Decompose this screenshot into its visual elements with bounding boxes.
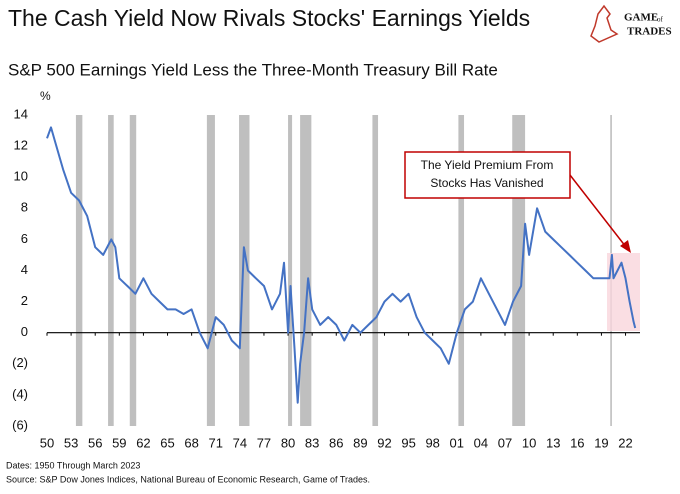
y-tick-label: (2) (12, 355, 28, 370)
x-tick-label: 16 (570, 435, 584, 450)
recession-bar (458, 115, 465, 426)
x-tick-label: 83 (305, 435, 319, 450)
x-tick-label: 80 (281, 435, 295, 450)
chart-subtitle: S&P 500 Earnings Yield Less the Three-Mo… (8, 60, 498, 79)
logo-icon (590, 4, 619, 43)
x-tick-label: 74 (233, 435, 247, 450)
x-tick-label: 13 (546, 435, 560, 450)
y-tick-label: (6) (12, 417, 28, 432)
x-tick-label: 19 (594, 435, 608, 450)
x-tick-label: 65 (160, 435, 174, 450)
y-tick-label: 10 (14, 169, 28, 184)
y-tick-label: 2 (21, 293, 28, 308)
x-tick-label: 89 (353, 435, 367, 450)
recession-bar (239, 115, 250, 426)
x-tick-label: 07 (498, 435, 512, 450)
x-tick-label: 59 (112, 435, 126, 450)
annotation-arrow (569, 174, 627, 248)
y-tick-label: 4 (21, 262, 28, 277)
arrow-head (620, 240, 631, 253)
x-tick-label: 56 (88, 435, 102, 450)
logo-text: TRADES (627, 26, 672, 38)
y-tick-label: (4) (12, 386, 28, 401)
data-line (46, 126, 637, 404)
footnote: Dates: 1950 Through March 2023 (6, 460, 140, 470)
logo-text: of (657, 16, 664, 24)
x-tick-label: 86 (329, 435, 343, 450)
recession-bar (288, 115, 293, 426)
x-tick-label: 68 (184, 435, 198, 450)
x-tick-label: 04 (474, 435, 488, 450)
recession-bar (372, 115, 379, 426)
recession-bar (129, 115, 137, 426)
y-tick-label: 0 (21, 324, 28, 339)
annotation-text: Stocks Has Vanished (430, 176, 543, 190)
x-tick-label: 62 (136, 435, 150, 450)
logo: GAME of TRADES (590, 4, 672, 43)
x-tick-label: 92 (377, 435, 391, 450)
logo-text: GAME (624, 12, 658, 24)
recession-bar (206, 115, 215, 426)
x-tick-label: 10 (522, 435, 536, 450)
x-tick-label: 22 (618, 435, 632, 450)
x-tick-label: 71 (209, 435, 223, 450)
recession-bar (75, 115, 83, 426)
y-tick-label: 6 (21, 231, 28, 246)
chart-title: The Cash Yield Now Rivals Stocks' Earnin… (8, 5, 530, 31)
x-tick-label: 77 (257, 435, 271, 450)
y-tick-label: 14 (14, 106, 28, 121)
footnote: Source: S&P Dow Jones Indices, National … (6, 474, 370, 484)
y-unit: % (40, 89, 51, 103)
y-tick-label: 12 (14, 138, 28, 153)
lines (46, 126, 640, 404)
recession-bar (108, 115, 114, 426)
recession-bar (300, 115, 312, 426)
x-tick-label: 50 (40, 435, 54, 450)
x-tick-label: 01 (450, 435, 464, 450)
x-tick-label: 53 (64, 435, 78, 450)
annotation-text: The Yield Premium From (421, 158, 554, 172)
x-tick-label: 98 (425, 435, 439, 450)
y-tick-label: 8 (21, 200, 28, 215)
x-tick-label: 95 (401, 435, 415, 450)
